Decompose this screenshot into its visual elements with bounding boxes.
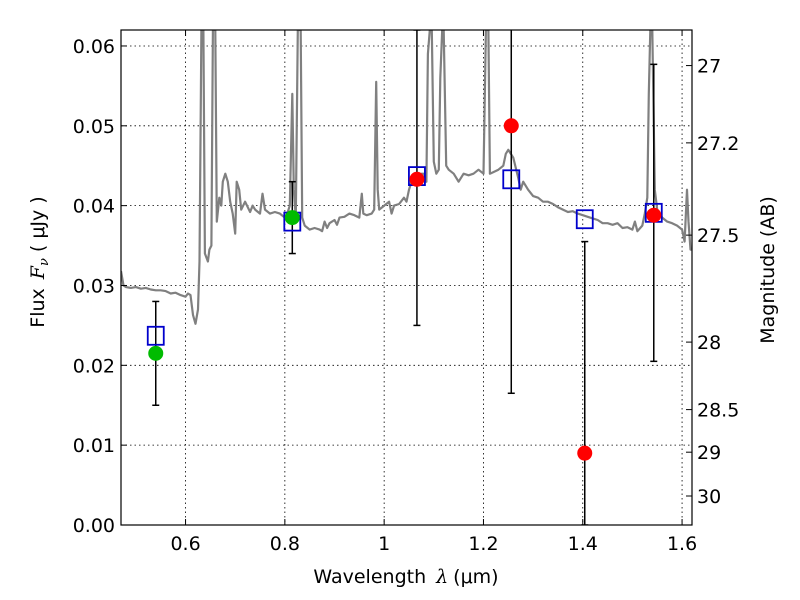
y-tick-label: 0.01 [73, 435, 115, 457]
spectrum-layer [121, 30, 692, 325]
y2-tick-label: 28 [697, 332, 721, 354]
y-tick-label: 0.05 [73, 116, 115, 138]
x-tick-label: 0.8 [270, 533, 300, 555]
data-point [148, 345, 164, 361]
x-tick-label: 1 [378, 533, 390, 555]
y2-axis-label: Magnitude (AB) [757, 196, 779, 344]
y-tick-label: 0.02 [73, 355, 115, 377]
y-axis-label: FluxFν( μJy ) [27, 196, 52, 327]
x-axis-label: Wavelength λ (μm) [313, 566, 498, 588]
x-tick-label: 1.4 [568, 533, 598, 555]
data-point [577, 445, 593, 461]
y2-tick-label: 27.5 [697, 225, 739, 247]
y-tick-label: 0.00 [73, 515, 115, 537]
marker-layer [146, 118, 663, 461]
x-tick-label: 1.2 [468, 533, 498, 555]
x-tick-label: 0.6 [170, 533, 200, 555]
y2-tick-label: 27 [697, 56, 721, 78]
y-tick-label: 0.03 [73, 275, 115, 297]
axis-ticks: 0.6 0.8 1 1.2 1.4 1.6 0.00 0.01 0.02 0.03 0.04 0.05… [73, 30, 739, 555]
y2-tick-label: 27.2 [697, 133, 739, 155]
model-square [146, 325, 165, 346]
data-point [284, 210, 300, 226]
y2-tick-label: 29 [697, 442, 721, 464]
grid [121, 30, 692, 525]
y-tick-label: 0.06 [73, 36, 115, 58]
data-point [503, 118, 519, 134]
y2-tick-label: 30 [697, 486, 721, 508]
data-point [646, 207, 662, 223]
y2-tick-label: 28.5 [697, 400, 739, 422]
model-square [575, 209, 594, 230]
spectrum-line [121, 30, 692, 325]
plot-frame [120, 29, 693, 526]
x-tick-label: 1.6 [667, 533, 697, 555]
model-square [502, 169, 521, 190]
data-point [409, 171, 425, 187]
y-tick-label: 0.04 [73, 196, 115, 218]
